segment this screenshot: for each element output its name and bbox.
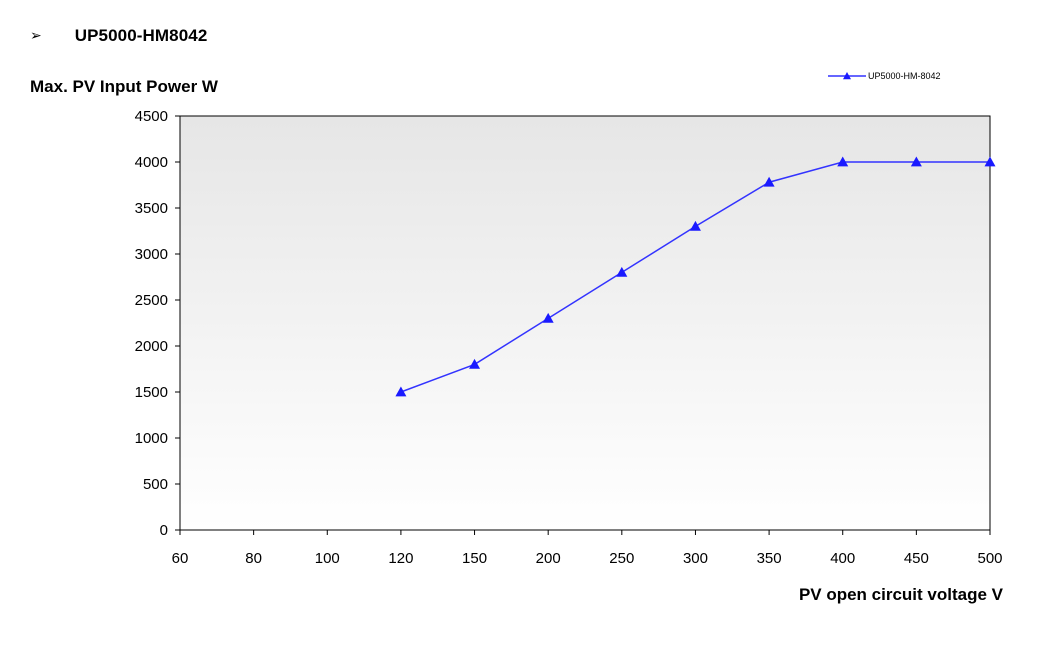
- legend-label: UP5000-HM-8042: [868, 71, 941, 81]
- data-point-marker: [984, 156, 996, 167]
- x-tick-label: 60: [172, 550, 189, 567]
- x-axis-title: PV open circuit voltage V: [799, 585, 1004, 604]
- y-tick-label: 3000: [135, 246, 168, 263]
- x-tick-label: 400: [830, 550, 855, 567]
- data-point-marker: [469, 358, 481, 369]
- y-axis-ticks: 0 500 1000 1500 2000 2500 3000 3500 4000 4500: [135, 108, 180, 539]
- y-tick-label: 2000: [135, 338, 168, 355]
- plot-area: [179, 115, 991, 531]
- x-tick-label: 120: [388, 550, 413, 567]
- data-point-marker: [616, 266, 628, 277]
- series-layer: [395, 156, 996, 397]
- x-tick-label: 500: [977, 550, 1002, 567]
- legend: UP5000-HM-8042: [828, 71, 941, 81]
- x-tick-label: 200: [536, 550, 561, 567]
- data-point-marker: [689, 220, 701, 231]
- x-tick-label: 450: [904, 550, 929, 567]
- section-heading: ➢ UP5000-HM8042: [30, 24, 207, 48]
- x-tick-label: 300: [683, 550, 708, 567]
- y-axis-title: Max. PV Input Power W: [30, 77, 219, 96]
- y-tick-label: 500: [143, 476, 168, 493]
- x-axis-ticks: 60 80 100 120 150 200 250 300 350 400 450 500: [172, 530, 1003, 567]
- data-point-marker: [395, 386, 407, 397]
- y-tick-label: 4000: [135, 154, 168, 171]
- arrow-bullet-icon: ➢: [30, 28, 42, 44]
- y-tick-label: 1000: [135, 430, 168, 447]
- data-point-marker: [763, 176, 775, 187]
- x-tick-label: 150: [462, 550, 487, 567]
- y-tick-label: 1500: [135, 384, 168, 401]
- y-tick-label: 4500: [135, 108, 168, 125]
- x-tick-label: 100: [315, 550, 340, 567]
- y-tick-label: 3500: [135, 200, 168, 217]
- legend-marker: [843, 72, 851, 80]
- data-point-marker: [837, 156, 849, 167]
- x-tick-label: 250: [609, 550, 634, 567]
- y-tick-label: 0: [160, 522, 168, 539]
- data-point-marker: [542, 312, 554, 323]
- data-point-marker: [910, 156, 922, 167]
- x-tick-label: 350: [757, 550, 782, 567]
- y-tick-label: 2500: [135, 292, 168, 309]
- section-heading-text: UP5000-HM8042: [74, 26, 208, 45]
- x-tick-label: 80: [245, 550, 262, 567]
